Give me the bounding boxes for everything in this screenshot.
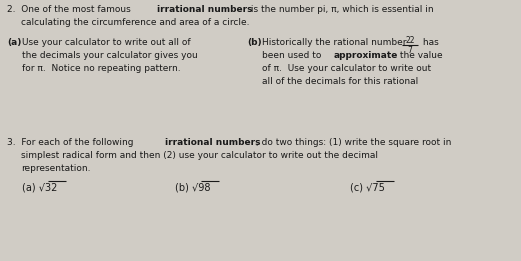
Text: , do two things: (1) write the square root in: , do two things: (1) write the square ro… <box>256 138 451 147</box>
Text: (b) √98: (b) √98 <box>175 182 210 192</box>
Text: (b): (b) <box>247 38 262 47</box>
Text: representation.: representation. <box>21 164 91 173</box>
Text: been used to: been used to <box>262 51 324 60</box>
Text: has: has <box>420 38 439 47</box>
Text: (a): (a) <box>7 38 21 47</box>
Text: is the number pi, π, which is essential in: is the number pi, π, which is essential … <box>248 5 433 14</box>
Text: of π.  Use your calculator to write out: of π. Use your calculator to write out <box>262 64 431 73</box>
Text: approximate: approximate <box>334 51 399 60</box>
Text: irrational numbers: irrational numbers <box>165 138 260 147</box>
Text: 22: 22 <box>405 36 415 45</box>
Text: all of the decimals for this rational: all of the decimals for this rational <box>262 77 418 86</box>
Text: for π.  Notice no repeating pattern.: for π. Notice no repeating pattern. <box>22 64 181 73</box>
Text: 2.  One of the most famous: 2. One of the most famous <box>7 5 133 14</box>
Text: 3.  For each of the following: 3. For each of the following <box>7 138 137 147</box>
Text: (c) √75: (c) √75 <box>350 182 385 192</box>
Text: the value: the value <box>397 51 443 60</box>
Text: simplest radical form and then (2) use your calculator to write out the decimal: simplest radical form and then (2) use y… <box>21 151 378 160</box>
Text: calculating the circumference and area of a circle.: calculating the circumference and area o… <box>21 18 250 27</box>
Text: Historically the rational number: Historically the rational number <box>262 38 410 47</box>
Text: 7: 7 <box>407 46 413 55</box>
Text: irrational numbers: irrational numbers <box>157 5 253 14</box>
Text: (a) √32: (a) √32 <box>22 182 57 192</box>
Text: the decimals your calculator gives you: the decimals your calculator gives you <box>22 51 198 60</box>
Text: Use your calculator to write out all of: Use your calculator to write out all of <box>22 38 191 47</box>
